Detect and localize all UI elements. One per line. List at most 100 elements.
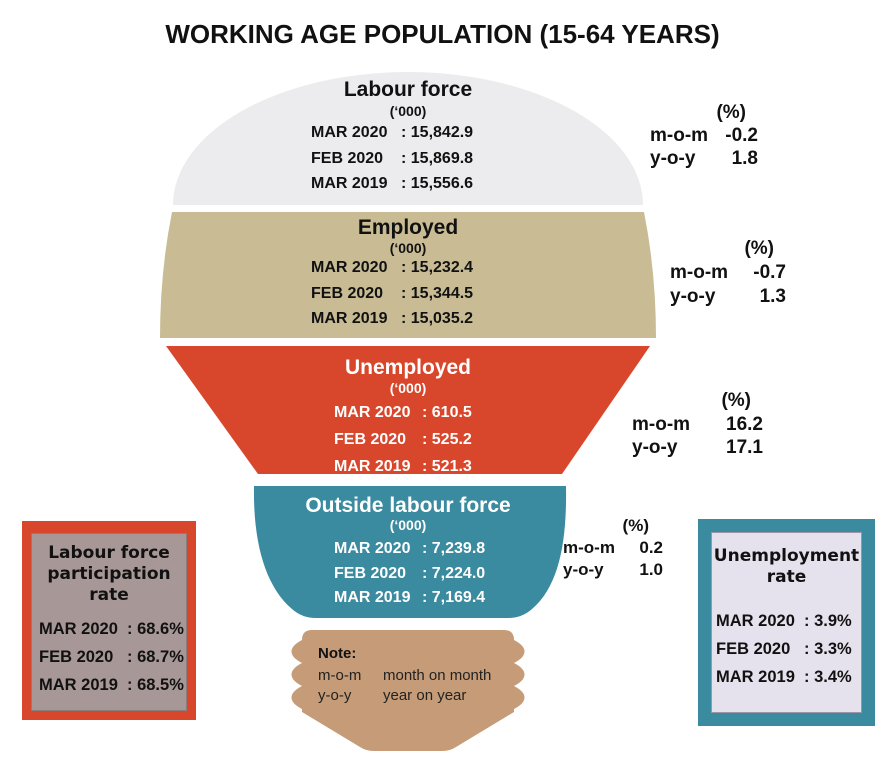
abbr-meaning: year on year [383,687,467,704]
labour-force-rows: MAR 2020 : 15,842.9 FEB 2020 : 15,869.8 … [311,124,473,192]
unemployed-rows: MAR 2020 : 610.5 FEB 2020 : 525.2 MAR 20… [334,404,472,475]
pct-header: (%) [622,516,649,535]
data-row: MAR 2020 : 15,842.9 [311,124,473,141]
period-value: : 3.9% [804,612,852,630]
left-box-rows: MAR 2020 : 68.6% FEB 2020 : 68.7% MAR 20… [39,621,186,694]
period-label: FEB 2020 [39,648,114,666]
period-value: : 68.7% [127,648,184,666]
employed-title: Employed [357,216,459,239]
pct-label: y-o-y [650,148,696,169]
data-row: MAR 2020 : 15,232.4 [311,259,473,276]
data-row: MAR 2019 : 3.4% [716,669,861,686]
pct-row: m-o-m -0.2 [650,124,758,147]
period-value: : 68.6% [127,620,184,638]
period-label: MAR 2019 [311,175,388,192]
period-value: : 15,556.6 [401,175,474,192]
right-box-title: Unemployment rate [713,546,860,587]
left-box-title: Labour force participation rate [47,543,171,605]
data-row: MAR 2019 : 15,556.6 [311,175,473,192]
labour-force-participation-rate-box: Labour force participation rate MAR 2020… [22,521,196,720]
period-label: MAR 2020 [334,540,411,557]
period-label: MAR 2020 [311,259,388,276]
data-row: MAR 2019 : 521.3 [334,458,472,475]
pct-label: m-o-m [632,413,691,435]
data-row: MAR 2020 : 68.6% [39,621,186,638]
outside-labour-force-rows: MAR 2020 : 7,239.8 FEB 2020 : 7,224.0 MA… [334,540,485,606]
note-heading: Note: [318,645,357,662]
period-value: : 7,169.4 [422,589,486,606]
pct-header: (%) [744,238,774,259]
unemployed-pct-block: (%) m-o-m 16.2 y-o-y 17.1 [632,389,763,460]
outside-labour-force-title: Outside labour force [305,494,511,517]
data-row: MAR 2020 : 7,239.8 [334,540,485,557]
bulb-employed-band-shape [160,212,656,338]
data-row: MAR 2019 : 68.5% [39,677,186,694]
labour-force-unit: (‘000) [389,103,427,119]
unemployment-rate-box: Unemployment rate MAR 2020 : 3.9% FEB 20… [698,519,875,726]
period-value: : 15,842.9 [401,124,474,141]
period-label: FEB 2020 [716,640,791,658]
abbr-label: y-o-y [318,687,352,704]
pct-value: 1.3 [759,286,786,307]
period-value: : 525.2 [422,431,472,448]
period-value: : 610.5 [422,404,472,421]
pct-row: y-o-y 17.1 [632,436,763,460]
period-label: MAR 2020 [39,620,118,638]
bulb-screw-base-shape [291,630,525,751]
pct-row: m-o-m 16.2 [632,413,763,437]
data-row: FEB 2020 : 7,224.0 [334,565,485,582]
pct-row: y-o-y 1.8 [650,147,758,170]
period-label: FEB 2020 [334,564,407,582]
period-value: : 521.3 [422,458,472,475]
period-label: MAR 2019 [334,589,411,606]
pct-value: 17.1 [726,437,763,458]
outside-labour-force-pct-block: (%) m-o-m 0.2 y-o-y 1.0 [563,515,663,581]
bulb-neck-shape [253,486,567,618]
data-row: FEB 2020 : 68.7% [39,649,186,666]
pct-label: m-o-m [670,262,729,283]
period-label: MAR 2019 [334,458,411,475]
data-row: MAR 2020 : 610.5 [334,404,472,421]
period-value: : 68.5% [127,676,184,694]
labour-force-participation-rate-box-inner: Labour force participation rate MAR 2020… [31,533,187,711]
note-block: Note: m-o-m month on month y-o-y year on… [318,645,523,706]
pct-header: (%) [721,390,751,411]
period-label: MAR 2019 [39,676,118,694]
right-box-rows: MAR 2020 : 3.9% FEB 2020 : 3.3% MAR 2019… [716,613,861,686]
period-value: : 15,035.2 [401,310,474,327]
bulb-unemployed-trapezoid-shape [166,346,650,474]
bulb-dome-shape [173,72,643,205]
pct-header: (%) [716,102,746,123]
period-label: MAR 2020 [334,404,411,421]
pct-label: y-o-y [632,437,678,458]
pct-label: m-o-m [650,125,709,146]
pct-row: m-o-m 0.2 [563,537,663,559]
data-row: FEB 2020 : 3.3% [716,641,861,658]
period-value: : 3.3% [804,640,852,658]
data-row: FEB 2020 : 15,869.8 [311,150,473,167]
pct-value: 0.2 [639,538,663,557]
period-label: FEB 2020 [334,431,407,448]
period-value: : 15,869.8 [401,149,474,167]
period-label: FEB 2020 [311,284,384,302]
pct-row: y-o-y 1.3 [670,285,786,309]
employed-pct-block: (%) m-o-m -0.7 y-o-y 1.3 [670,237,786,309]
unemployed-title: Unemployed [344,356,472,379]
pct-label: y-o-y [670,286,716,307]
data-row: MAR 2020 : 3.9% [716,613,861,630]
pct-label: m-o-m [563,538,615,557]
abbr-meaning: month on month [383,667,492,684]
unemployment-rate-box-inner: Unemployment rate MAR 2020 : 3.9% FEB 20… [711,532,862,713]
pct-label: y-o-y [563,560,604,579]
data-row: FEB 2020 : 525.2 [334,431,472,448]
note-row: y-o-y year on year [318,686,523,706]
data-row: MAR 2019 : 7,169.4 [334,589,485,606]
data-row: MAR 2019 : 15,035.2 [311,310,473,327]
note-rows: m-o-m month on month y-o-y year on year [318,666,523,706]
pct-row: m-o-m -0.7 [670,261,786,285]
pct-value: 1.0 [639,560,663,579]
note-row: m-o-m month on month [318,666,523,686]
page-title: WORKING AGE POPULATION (15-64 YEARS) [165,19,720,49]
abbr-label: m-o-m [318,667,362,684]
